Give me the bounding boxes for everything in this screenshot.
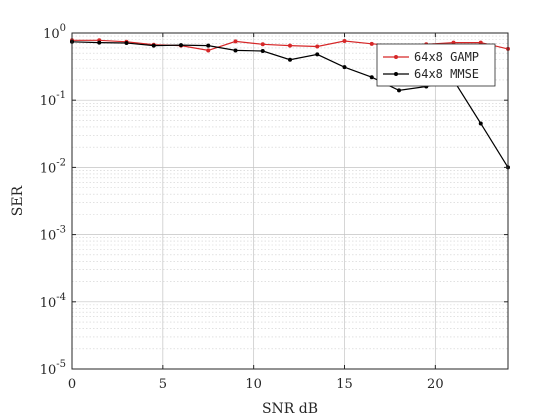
data-point [288,43,292,48]
x-tick-label: 0 [68,377,76,392]
data-point [342,65,347,70]
y-axis-label: SER [10,185,26,216]
legend-marker [394,55,398,59]
x-tick-label: 20 [427,377,444,392]
data-point [342,39,347,44]
data-point [124,40,129,45]
data-point [369,41,374,46]
data-point [451,40,456,45]
data-point [179,43,183,48]
legend-entry-label: 64x8 MMSE [414,67,479,81]
data-point [369,75,374,80]
y-tick-label: 10-1 [40,90,66,109]
y-tick-label: 10-4 [40,292,66,311]
data-point [397,88,401,93]
data-point [315,44,320,49]
data-point [478,121,483,126]
x-axis-label: SNR dB [262,401,318,417]
plot-frame [71,32,509,370]
x-tick-label: 5 [159,377,167,392]
y-tick-label: 10-2 [40,157,66,176]
legend-marker [394,72,398,76]
y-tick-label: 100 [43,23,66,42]
data-point [206,43,211,48]
x-tick-label: 10 [245,377,262,392]
data-point [315,52,320,57]
data-point [151,43,156,48]
y-tick-label: 10-5 [40,359,66,378]
x-axis: 0 5 10 15 20 [68,33,444,392]
data-point [260,48,265,53]
y-axis: 100 10-1 10-2 10-3 10-4 10-5 [40,23,508,378]
data-point [206,48,211,53]
legend-entry-label: 64x8 GAMP [414,50,479,64]
x-tick-label: 15 [336,377,353,392]
legend: 64x8 GAMP 64x8 MMSE [376,43,496,87]
data-point [260,42,265,47]
legend-box [376,43,496,87]
y-tick-label: 10-3 [40,225,66,244]
data-point [97,40,102,45]
data-point [478,40,483,45]
data-point [233,48,238,53]
data-point [233,39,238,44]
data-point [288,57,292,62]
